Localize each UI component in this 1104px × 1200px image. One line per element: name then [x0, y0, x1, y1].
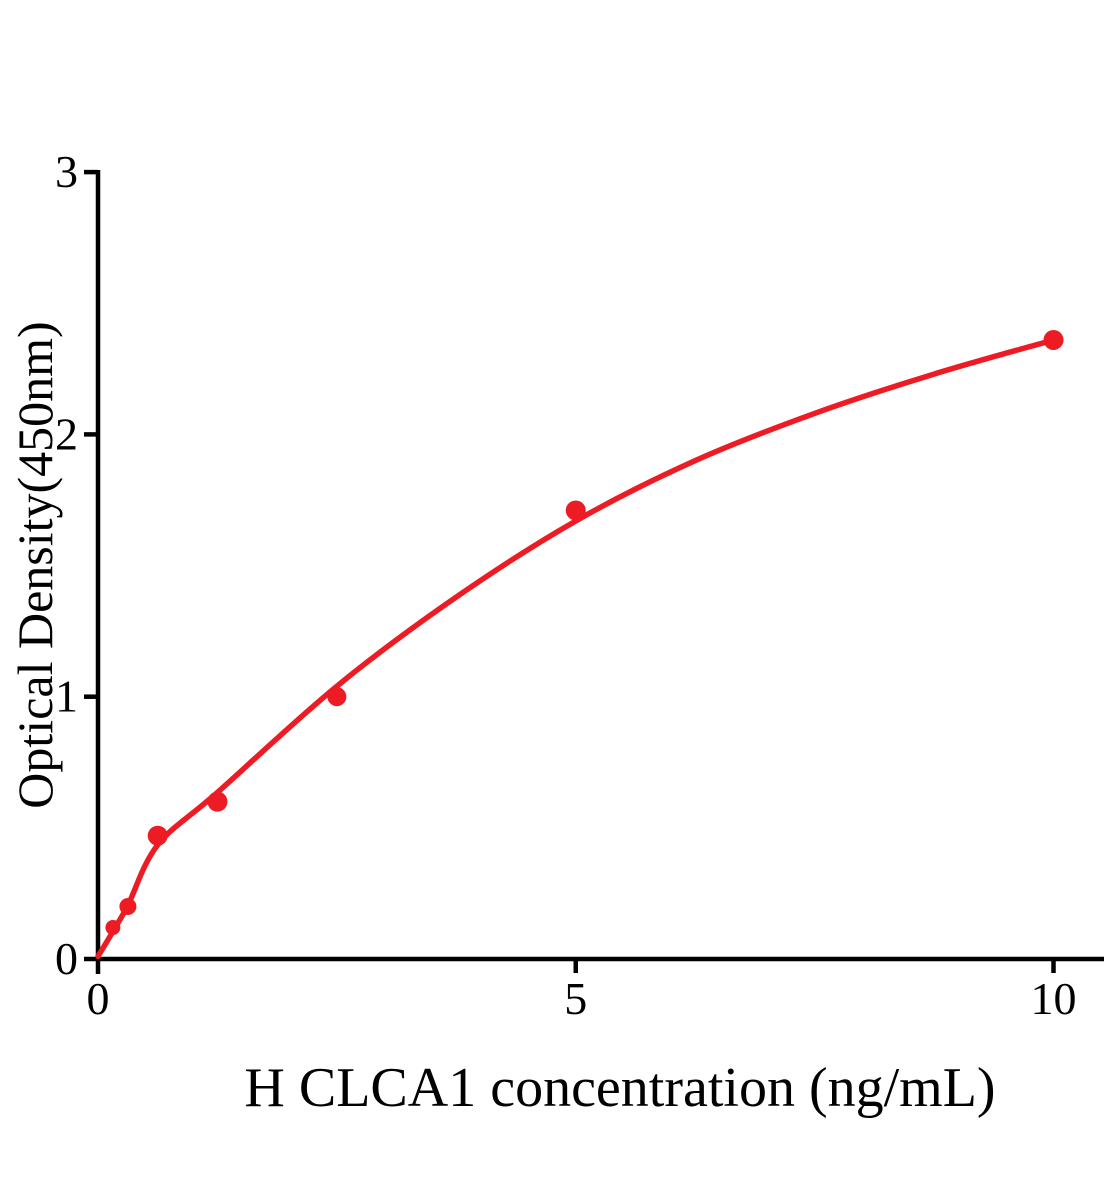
y-axis-title: Optical Density(450nm): [7, 321, 63, 809]
data-point: [207, 791, 228, 812]
data-point: [105, 920, 121, 936]
data-point: [119, 898, 137, 916]
x-axis-title: H CLCA1 concentration (ng/mL): [244, 1057, 996, 1119]
data-point: [1043, 329, 1064, 350]
y-tick-label: 1: [55, 671, 78, 722]
x-tick-label: 10: [1031, 973, 1077, 1024]
data-point: [327, 687, 347, 707]
x-tick-label: 5: [564, 973, 587, 1024]
x-tick-label: 0: [87, 973, 110, 1024]
data-point: [565, 500, 586, 521]
fit-curve: [95, 337, 1057, 960]
y-tick-label: 3: [55, 146, 78, 197]
y-tick-label: 0: [55, 933, 78, 984]
data-point: [147, 825, 168, 846]
y-tick-label: 2: [55, 408, 78, 459]
